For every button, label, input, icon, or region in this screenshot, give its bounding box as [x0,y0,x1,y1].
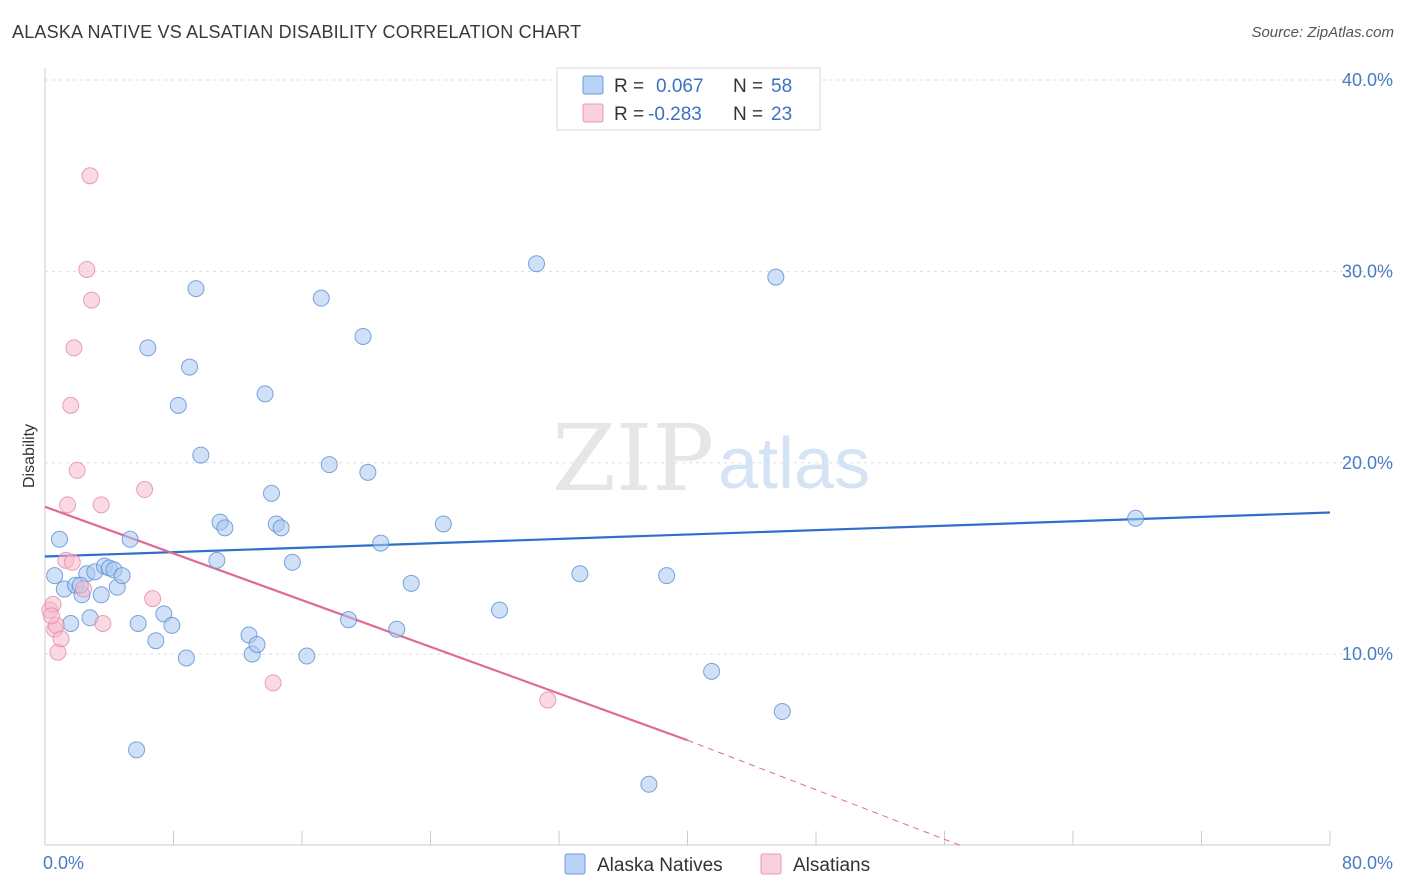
alaska-native-point [181,358,199,376]
alsatian-point [62,396,80,414]
alaska-native-point [703,662,721,680]
trend-layer [44,505,1331,846]
alsatian-point [65,339,83,357]
alaska-native-point [528,255,546,273]
alsatian-point [144,590,162,608]
points-layer [41,167,1145,793]
ticks-layer: 10.0% 20.0% 30.0% 40.0% 0.0% 80.0% [43,70,1393,873]
alsatian-point [539,691,557,709]
alsatian-point [83,291,101,309]
y-tick-label: 30.0% [1342,261,1393,281]
alaska-native-point [169,396,187,414]
watermark: ZIP atlas [552,405,870,512]
legend-n-value-1: 58 [771,76,792,97]
grid-layer [45,79,1395,655]
alaska-native-point [434,515,452,533]
bottom-legend-label-2: Alsatians [793,855,870,876]
alsatian-trend-line-extension [687,739,961,846]
alaska-native-point [640,775,658,793]
alaska-native-point [92,586,110,604]
alaska-native-point [340,611,358,629]
alaska-native-point [128,741,146,759]
alaska-native-point [359,463,377,481]
alsatian-point [81,167,99,185]
alaska-native-point [256,385,274,403]
alaska-native-point [1127,509,1145,527]
alaska-native-point [139,339,157,357]
axes-layer [44,68,1331,846]
alaska-native-point [216,519,234,537]
legend-swatch-blue [582,75,604,95]
alsatian-point [63,553,81,571]
y-tick-label: 40.0% [1342,70,1393,90]
alaska-native-point [571,565,589,583]
legend-r-value-2: -0.283 [648,104,702,125]
bottom-legend-swatch-pink [760,853,782,875]
alaska-native-point [46,567,64,585]
legend-n-label-2: N = [733,104,763,125]
alaska-native-point [187,280,205,298]
y-axis-label: Disability [21,424,38,488]
alaska-native-point [50,530,68,548]
alaska-native-point [372,534,390,552]
alsatian-point [52,630,70,648]
bottom-legend-swatch-blue [564,853,586,875]
alaska-native-point [658,567,676,585]
alsatian-point [42,607,60,625]
x-tick-label: 0.0% [43,853,84,873]
legend-swatch-pink [582,103,604,123]
alaska-native-point [163,616,181,634]
alsatian-point [94,615,112,633]
alsatian-point [75,580,93,598]
alaska-native-point [129,615,147,633]
alsatian-point [68,461,86,479]
alaska-native-point [491,601,509,619]
alaska-native-point [320,456,338,474]
alaska-native-point [121,530,139,548]
alsatian-point [136,481,154,499]
alsatian-point [78,260,96,278]
legend-n-label-1: N = [733,76,763,97]
alaska-native-point [177,649,195,667]
alaska-native-point [767,268,785,286]
alaska-native-point [62,615,80,633]
legend-r-value-1: 0.067 [656,76,704,97]
y-tick-label: 20.0% [1342,453,1393,473]
source-label: Source: ZipAtlas.com [1251,24,1394,41]
watermark-atlas: atlas [718,424,870,504]
legend-r-label-1: R = [614,76,644,97]
series-legend: Alaska Natives Alsatians [564,853,870,876]
alsatian-point [92,496,110,514]
alsatian-trend-line [44,505,688,742]
alaska-native-point [208,551,226,569]
chart-title: ALASKA NATIVE VS ALSATIAN DISABILITY COR… [12,22,582,42]
alsatian-point [58,496,76,514]
y-tick-label: 10.0% [1342,644,1393,664]
x-tick-label: 80.0% [1342,853,1393,873]
alaska-native-point [147,632,165,650]
alaska-native-point [773,703,791,721]
alaska-native-point [298,647,316,665]
alaska-native-point [402,574,420,592]
alaska-native-trend-line [44,511,1331,558]
watermark-zip: ZIP [552,405,714,512]
alaska-native-point [192,446,210,464]
alaska-native-point [262,484,280,502]
alaska-native-point [312,289,330,307]
alaska-native-point [388,620,406,638]
stats-legend: R = 0.067 N = 58 R = -0.283 N = 23 [556,67,821,131]
alaska-native-point [283,553,301,571]
alsatian-point [264,674,282,692]
alaska-native-point [354,327,372,345]
alaska-native-point [113,567,131,585]
alaska-native-point [272,519,290,537]
legend-r-label-2: R = [614,104,644,125]
alaska-native-point [248,636,266,654]
bottom-legend-label-1: Alaska Natives [597,855,723,876]
legend-n-value-2: 23 [771,104,792,125]
